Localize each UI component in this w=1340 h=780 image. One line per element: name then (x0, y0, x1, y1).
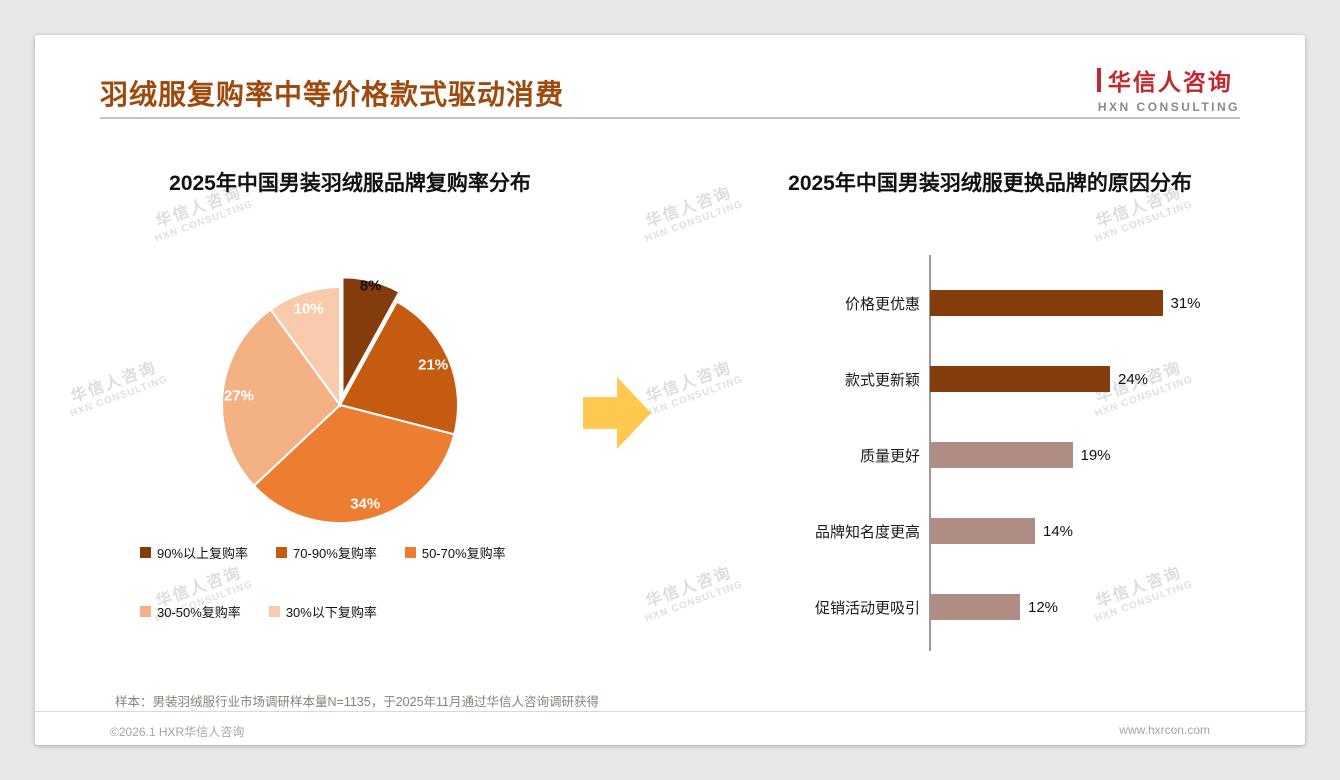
legend-label: 90%以上复购率 (157, 546, 249, 561)
bar-row-4: 促销活动更吸引 12% (725, 594, 1058, 620)
logo-bar-icon (1096, 68, 1101, 92)
bar-row-1: 款式更新颖 24% (725, 366, 1148, 392)
pie-slice-label-3: 27% (224, 387, 254, 404)
legend-swatch-icon (276, 547, 288, 558)
footer-copyright: ©2026.1 HXR华信人咨询 (110, 725, 245, 739)
footer-divider (35, 711, 1305, 712)
pie-slice-label-4: 10% (294, 300, 324, 317)
bar-value-label: 14% (1043, 522, 1074, 540)
bar-value-label: 24% (1118, 370, 1149, 388)
bar-value-label: 31% (1170, 294, 1201, 312)
legend-label: 30%以下复购率 (285, 605, 377, 620)
bar-category-label: 价格更优惠 (844, 295, 920, 313)
header-divider (100, 117, 1240, 119)
legend-item-2: 50-70%复购率 (404, 543, 506, 562)
bar-chart-title: 2025年中国男装羽绒服更换品牌的原因分布 (788, 172, 1192, 195)
pie-slice-label-1: 21% (418, 357, 448, 374)
pie-slice-4 (269, 285, 341, 409)
bar-1 (930, 366, 1110, 392)
bar-value-label: 19% (1080, 446, 1111, 464)
bar-category-label: 品牌知名度更高 (814, 523, 920, 541)
pie-slice-2 (252, 403, 456, 524)
pie-slice-0 (341, 276, 401, 396)
legend-item-3: 30-50%复购率 (140, 602, 241, 621)
bar-2 (930, 442, 1073, 468)
bar-3 (930, 518, 1035, 544)
bar-0 (930, 290, 1163, 316)
arrow-right-icon (583, 377, 651, 449)
legend-swatch-icon (268, 606, 280, 617)
legend-label: 50-70%复购率 (421, 546, 506, 561)
legend-swatch-icon (140, 606, 151, 617)
pie-slice-1 (338, 300, 459, 436)
bar-row-0: 价格更优惠 31% (725, 290, 1201, 316)
legend-item-0: 90%以上复购率 (140, 543, 248, 562)
bar-category-label: 款式更新颖 (844, 371, 920, 389)
bar-row-2: 质量更好 19% (725, 442, 1111, 468)
legend-label: 30-50%复购率 (157, 605, 241, 620)
bar-value-label: 12% (1028, 598, 1059, 616)
bar-category-label: 促销活动更吸引 (814, 599, 920, 617)
page-title: 羽绒服复购率中等价格款式驱动消费 (100, 79, 565, 110)
pie-chart-title: 2025年中国男装羽绒服品牌复购率分布 (169, 172, 531, 195)
pie-legend: 90%以上复购率 70-90%复购率 50-70%复购率 30-50%复购率 30%以下… (140, 543, 506, 661)
legend-item-4: 30%以下复购率 (268, 602, 377, 621)
legend-swatch-icon (404, 547, 416, 558)
pie-slice-label-0: 8% (360, 278, 382, 295)
bar-4 (930, 594, 1020, 620)
footer-website: www.hxrcon.com (1119, 723, 1210, 737)
pie-chart: 8% 21% 34% 27% 10% (221, 276, 459, 524)
bar-category-label: 质量更好 (859, 447, 920, 465)
logo-name: 华信人咨询 (1107, 69, 1233, 95)
logo-tagline: HXN CONSULTING (1097, 100, 1240, 114)
legend-item-1: 70-90%复购率 (276, 543, 377, 562)
bar-row-3: 品牌知名度更高 14% (725, 518, 1073, 544)
pie-slice-3 (221, 308, 342, 488)
slide-card: 华信人咨询 HXN CONSULTING 华信人咨询 HXN CONSULTING 华信… (35, 35, 1305, 745)
legend-label: 70-90%复购率 (293, 546, 377, 561)
pie-slice-label-2: 34% (350, 495, 380, 512)
legend-swatch-icon (140, 547, 151, 558)
company-logo: 华信人咨询 HXN CONSULTING (1096, 63, 1240, 114)
sample-note: 样本：男装羽绒服行业市场调研样本量N=1135，于2025年11月通过华信人咨询… (115, 695, 599, 709)
